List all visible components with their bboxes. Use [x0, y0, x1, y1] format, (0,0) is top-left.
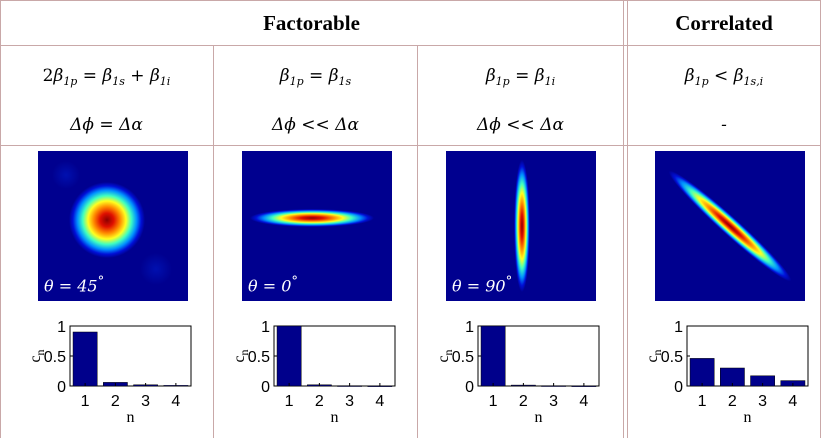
formula-subscript: 1i	[545, 75, 556, 88]
y-tick-label: 1	[465, 319, 474, 336]
theta-label-2: θ = 0°	[248, 274, 298, 295]
y-tick-label: 0	[465, 379, 474, 396]
header-factorable: Factorable	[0, 8, 623, 38]
formula-symbol: β	[685, 66, 695, 86]
formula-symbol: β	[53, 66, 63, 86]
x-tick-label: 3	[758, 393, 767, 410]
formula-subscript: 1i	[160, 75, 171, 88]
x-axis-label: n	[331, 409, 339, 426]
formula-relation: = β	[77, 66, 112, 86]
heatmap-image	[655, 151, 805, 301]
x-tick-label: 2	[111, 393, 120, 410]
x-tick-label: 1	[81, 393, 90, 410]
y-tick-label: 0.5	[44, 349, 66, 366]
bar-1	[481, 326, 505, 386]
formula-subscript: 1s	[339, 75, 352, 88]
condition-formula-1: 2β1p = β1s + β1i	[0, 63, 213, 89]
x-tick-label: 3	[345, 393, 354, 410]
x-tick-label: 3	[141, 393, 150, 410]
formula-subscript: 1s,i	[744, 75, 764, 88]
formula-symbol: β	[280, 66, 290, 86]
x-tick-label: 4	[579, 393, 588, 410]
y-tick-label: 0.5	[248, 349, 270, 366]
heatmap-sidelobe	[52, 161, 80, 189]
phase-formula-1: Δϕ = Δα	[0, 112, 213, 138]
formula-subscript: 1p	[63, 75, 77, 88]
bar-chart-2: 0 0.5 1 1 2 3 4 n cn	[230, 316, 405, 434]
bar-chart-4: 0 0.5 1 1 2 3 4 n cn	[643, 316, 818, 434]
table-top-rule	[0, 0, 821, 1]
column-divider-2	[417, 45, 418, 438]
x-tick-label: 1	[698, 393, 707, 410]
y-tick-label: 0	[57, 379, 66, 396]
column-divider-1	[213, 45, 214, 438]
x-tick-label: 2	[519, 393, 528, 410]
x-tick-label: 3	[549, 393, 558, 410]
x-tick-label: 4	[171, 393, 180, 410]
condition-rule	[0, 145, 821, 146]
x-tick-label: 2	[728, 393, 737, 410]
formula-relation: = β	[510, 66, 545, 86]
formula-relation: < β	[709, 66, 744, 86]
double-divider-a	[623, 0, 624, 438]
x-axis-label: n	[744, 409, 752, 426]
y-tick-label: 0.5	[661, 349, 683, 366]
y-tick-label: 0	[261, 379, 270, 396]
x-axis-label: n	[127, 409, 135, 426]
heatmap-sidelobe	[140, 253, 172, 285]
phase-formula-4: -	[628, 112, 820, 138]
bar-1	[277, 326, 301, 386]
formula-subscript: 1p	[290, 75, 304, 88]
formula-subscript: 1s	[112, 75, 125, 88]
formula-subscript: 1p	[695, 75, 709, 88]
heatmap-peak	[250, 209, 374, 227]
x-tick-label: 1	[285, 393, 294, 410]
bar-1	[690, 358, 714, 386]
y-tick-label: 1	[261, 319, 270, 336]
condition-formula-3: β1p = β1i	[418, 63, 623, 89]
x-tick-label: 1	[489, 393, 498, 410]
theta-label-1: θ = 45°	[44, 274, 104, 295]
formula-symbol: β	[486, 66, 496, 86]
formula-relation: = β	[304, 66, 339, 86]
phase-formula-3: Δϕ << Δα	[418, 112, 623, 138]
y-tick-label: 0.5	[452, 349, 474, 366]
jsa-heatmap-3: θ = 90°	[446, 151, 596, 301]
phase-formula-2: Δϕ << Δα	[214, 112, 417, 138]
formula-subscript: 1p	[496, 75, 510, 88]
y-tick-label: 1	[57, 319, 66, 336]
heatmap-peak	[514, 160, 530, 292]
header-correlated: Correlated	[628, 8, 820, 38]
bar-1	[73, 332, 97, 386]
y-tick-label: 1	[674, 319, 683, 336]
bar-chart-1: 0 0.5 1 1 2 3 4 n cn	[26, 316, 201, 434]
formula-coefficient: 2	[43, 66, 54, 86]
bar-chart-3: 0 0.5 1 1 2 3 4 n cn	[434, 316, 609, 434]
x-tick-label: 4	[375, 393, 384, 410]
heatmap-peak	[69, 182, 145, 258]
jsa-heatmap-1: θ = 45°	[38, 151, 188, 301]
jsa-heatmap-2: θ = 0°	[242, 151, 392, 301]
x-tick-label: 2	[315, 393, 324, 410]
y-tick-label: 0	[674, 379, 683, 396]
condition-formula-4: β1p < β1s,i	[628, 63, 820, 89]
condition-formula-2: β1p = β1s	[214, 63, 417, 89]
x-tick-label: 4	[788, 393, 797, 410]
jsa-heatmap-4	[655, 151, 805, 301]
x-axis-label: n	[535, 409, 543, 426]
header-rule	[0, 45, 821, 46]
theta-label-3: θ = 90°	[452, 274, 512, 295]
formula-relation: + β	[125, 66, 160, 86]
